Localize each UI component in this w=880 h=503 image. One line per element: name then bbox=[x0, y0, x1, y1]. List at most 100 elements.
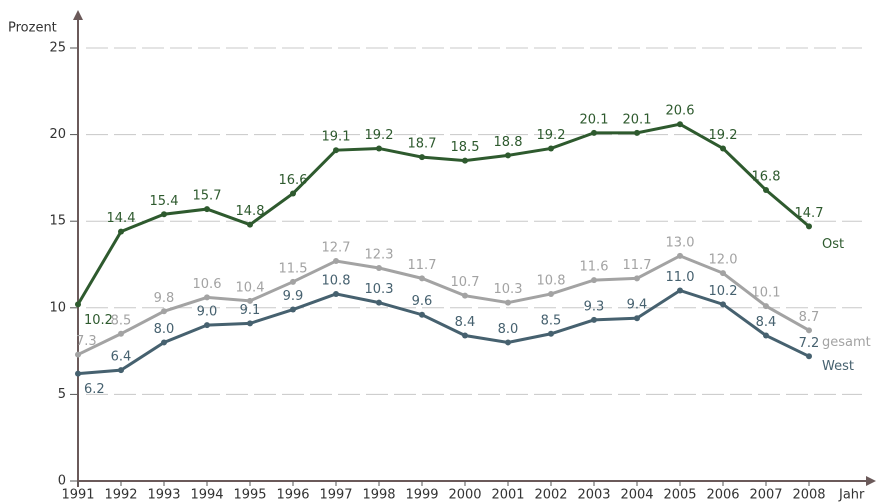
x-tick-label: 2001 bbox=[491, 488, 524, 503]
data-point bbox=[548, 330, 554, 337]
data-point bbox=[720, 145, 726, 152]
data-label: 18.7 bbox=[408, 137, 437, 152]
x-tick-label: 2008 bbox=[792, 488, 825, 503]
data-label: 9.8 bbox=[154, 291, 175, 306]
data-label: 14.8 bbox=[236, 204, 265, 219]
data-point bbox=[591, 129, 597, 136]
data-label: 9.0 bbox=[197, 305, 218, 320]
data-label: 14.7 bbox=[795, 206, 824, 221]
data-point bbox=[720, 301, 726, 308]
data-label: 10.7 bbox=[451, 275, 480, 290]
data-point bbox=[505, 152, 511, 159]
data-point bbox=[376, 145, 382, 152]
data-label: 10.2 bbox=[709, 284, 738, 299]
data-point bbox=[419, 154, 425, 161]
data-label: 8.4 bbox=[756, 315, 777, 330]
data-label: 6.4 bbox=[111, 350, 132, 365]
data-point bbox=[204, 322, 210, 329]
x-tick-label: 1995 bbox=[233, 488, 266, 503]
x-tick-label: 2007 bbox=[749, 488, 782, 503]
data-point bbox=[806, 223, 812, 230]
x-tick-label: 1998 bbox=[362, 488, 395, 503]
data-label: 13.0 bbox=[666, 235, 695, 250]
data-point bbox=[333, 147, 339, 154]
data-point bbox=[247, 221, 253, 228]
series-name: gesamt bbox=[822, 335, 871, 350]
data-label: 18.8 bbox=[494, 135, 523, 150]
data-label: 9.6 bbox=[412, 294, 433, 309]
data-label: 18.5 bbox=[451, 140, 480, 155]
data-label: 9.4 bbox=[627, 298, 648, 313]
data-label: 12.7 bbox=[322, 241, 351, 256]
data-label: 9.9 bbox=[283, 289, 304, 304]
data-point bbox=[75, 301, 81, 308]
data-point bbox=[763, 332, 769, 339]
data-label: 15.7 bbox=[193, 189, 222, 204]
x-tick-label: 2005 bbox=[663, 488, 696, 503]
x-tick-label: 1993 bbox=[147, 488, 180, 503]
data-label: 11.6 bbox=[580, 260, 609, 275]
x-tick-label: 1996 bbox=[276, 488, 309, 503]
data-point bbox=[118, 330, 124, 337]
data-label: 10.4 bbox=[236, 280, 265, 295]
data-point bbox=[204, 206, 210, 213]
data-point bbox=[161, 339, 167, 346]
data-label: 10.8 bbox=[537, 273, 566, 288]
data-point bbox=[161, 211, 167, 218]
data-point bbox=[548, 290, 554, 297]
y-axis-label: Prozent bbox=[8, 21, 57, 36]
x-tick-label: 1991 bbox=[61, 488, 94, 503]
data-point bbox=[75, 370, 81, 377]
data-point bbox=[376, 299, 382, 306]
data-point bbox=[290, 190, 296, 197]
data-label: 8.0 bbox=[498, 322, 519, 337]
data-label: 16.6 bbox=[279, 173, 308, 188]
data-point bbox=[462, 157, 468, 164]
x-tick-label: 1994 bbox=[190, 488, 223, 503]
data-label: 9.3 bbox=[584, 299, 605, 314]
data-label: 10.1 bbox=[752, 286, 781, 301]
data-label: 10.6 bbox=[193, 277, 222, 292]
y-tick-label: 20 bbox=[49, 127, 66, 142]
data-point bbox=[591, 316, 597, 323]
data-point bbox=[419, 311, 425, 318]
data-label: 11.5 bbox=[279, 261, 308, 276]
data-point bbox=[204, 294, 210, 301]
data-label: 6.2 bbox=[84, 382, 105, 397]
data-point bbox=[591, 277, 597, 284]
data-point bbox=[118, 367, 124, 374]
data-label: 15.4 bbox=[150, 194, 179, 209]
data-label: 16.8 bbox=[752, 170, 781, 185]
data-label: 8.4 bbox=[455, 315, 476, 330]
data-label: 19.1 bbox=[322, 130, 351, 145]
data-point bbox=[806, 353, 812, 360]
x-tick-label: 2002 bbox=[534, 488, 567, 503]
data-label: 20.1 bbox=[623, 112, 652, 127]
data-point bbox=[548, 145, 554, 152]
data-point bbox=[720, 270, 726, 277]
data-label: 10.3 bbox=[494, 282, 523, 297]
x-tick-label: 1992 bbox=[104, 488, 137, 503]
data-point bbox=[290, 278, 296, 285]
series-line bbox=[76, 122, 810, 306]
series-name: Ost bbox=[822, 237, 844, 252]
data-label: 10.2 bbox=[84, 313, 113, 328]
data-point bbox=[677, 121, 683, 128]
data-label: 20.1 bbox=[580, 112, 609, 127]
data-point bbox=[806, 327, 812, 334]
y-tick-label: 15 bbox=[49, 214, 66, 229]
data-label: 8.0 bbox=[154, 322, 175, 337]
data-label: 19.2 bbox=[709, 128, 738, 143]
data-label: 8.5 bbox=[541, 313, 562, 328]
series-line bbox=[77, 254, 810, 356]
data-point bbox=[634, 275, 640, 282]
data-point bbox=[75, 351, 81, 358]
y-tick-label: 0 bbox=[58, 474, 66, 489]
series-line bbox=[77, 288, 810, 376]
y-tick-label: 25 bbox=[49, 41, 66, 56]
x-tick-label: 2000 bbox=[448, 488, 481, 503]
x-tick-label: 1997 bbox=[319, 488, 352, 503]
data-point bbox=[376, 264, 382, 271]
data-label: 12.3 bbox=[365, 247, 394, 262]
